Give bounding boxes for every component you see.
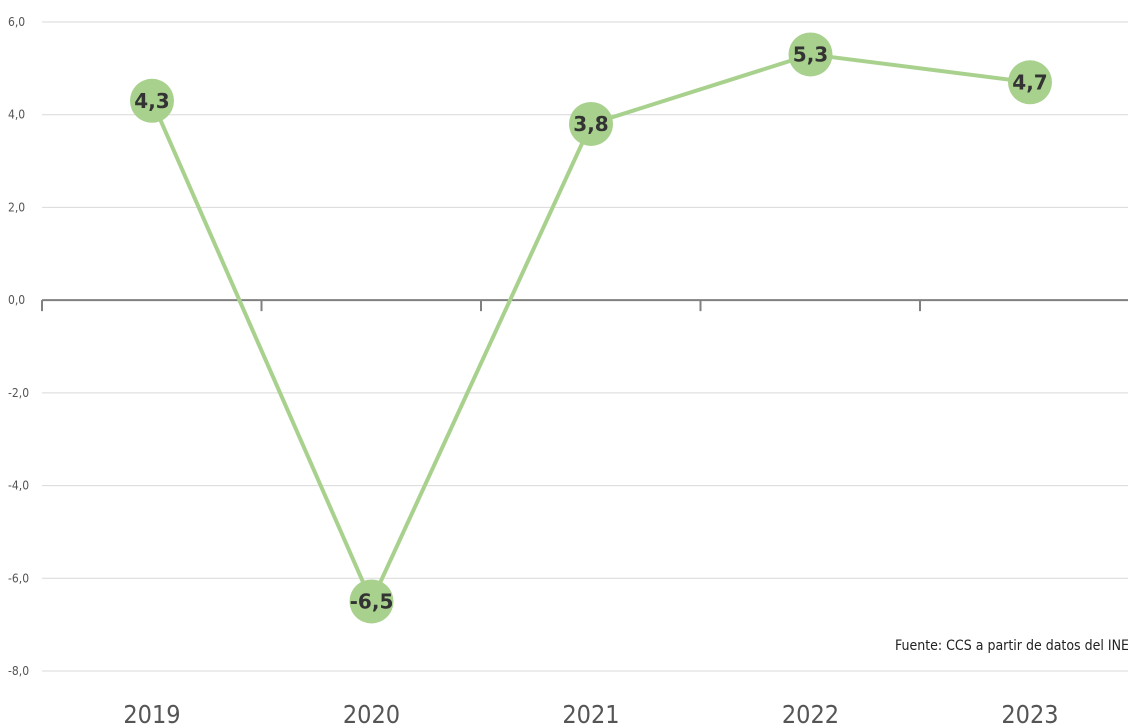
data-label: 4,3 bbox=[134, 89, 169, 113]
x-tick-label: 2020 bbox=[343, 700, 400, 726]
y-tick-label: -8,0 bbox=[8, 664, 29, 678]
y-tick-label: -2,0 bbox=[8, 386, 29, 400]
x-tick-label: 2022 bbox=[782, 700, 839, 726]
data-label: 3,8 bbox=[573, 112, 608, 136]
y-tick-label: -6,0 bbox=[8, 571, 29, 585]
data-point bbox=[1008, 60, 1052, 105]
zero-axis bbox=[41, 299, 1128, 312]
data-point bbox=[569, 101, 613, 146]
source-note: Fuente: CCS a partir de datos del INE bbox=[895, 638, 1128, 654]
data-label: -6,5 bbox=[350, 589, 394, 613]
x-axis-ticks: 2019 2020 2021 2022 2023 bbox=[123, 700, 1058, 726]
gridlines bbox=[42, 21, 1128, 672]
data-point bbox=[788, 32, 833, 77]
data-point bbox=[349, 579, 394, 624]
y-tick-label: 6,0 bbox=[8, 15, 25, 29]
data-point bbox=[130, 78, 174, 123]
data-points: 4,3 -6,5 3,8 5,3 4,7 bbox=[130, 32, 1052, 624]
y-tick-label: -4,0 bbox=[8, 479, 29, 493]
y-tick-label: 2,0 bbox=[8, 200, 25, 214]
x-tick-label: 2023 bbox=[1001, 700, 1058, 726]
data-label: 4,7 bbox=[1012, 70, 1047, 94]
x-tick-label: 2021 bbox=[562, 700, 619, 726]
data-label: 5,3 bbox=[793, 42, 828, 66]
y-tick-label: 4,0 bbox=[8, 108, 25, 122]
x-tick-label: 2019 bbox=[123, 700, 180, 726]
y-axis-ticks: 6,0 4,0 2,0 0,0 -2,0 -4,0 -6,0 -8,0 bbox=[8, 15, 29, 678]
y-tick-label: 0,0 bbox=[8, 293, 25, 307]
